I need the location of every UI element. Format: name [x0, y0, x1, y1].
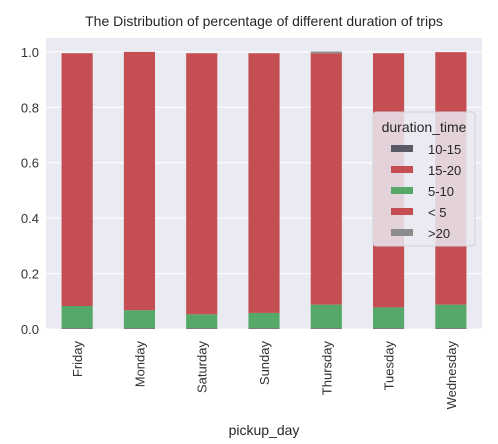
legend-swatch [391, 208, 413, 215]
bar-segment-thursday-2 [310, 304, 342, 329]
y-tick-label: 0.4 [21, 211, 39, 226]
bar-segment-thursday-0 [310, 328, 342, 329]
bar-segment-monday-3 [123, 51, 155, 311]
legend: duration_time 10-15 15-20 5-10 < 5 >20 [372, 111, 476, 247]
bar-segment-friday-2 [61, 305, 93, 329]
x-tick-label: Wednesday [444, 341, 459, 410]
bar-segment-sunday-2 [248, 312, 280, 329]
bar-segment-tuesday-0 [373, 328, 405, 329]
y-tick-label: 0.8 [21, 100, 39, 115]
legend-swatch [391, 187, 413, 194]
legend-label: < 5 [428, 205, 446, 220]
legend-label: 5-10 [428, 184, 454, 199]
bar-segment-thursday-4 [310, 51, 342, 54]
x-tick-label: Tuesday [382, 341, 397, 391]
bar-segment-tuesday-2 [373, 307, 405, 329]
y-tick-label: 0.0 [21, 322, 39, 337]
y-tick-label: 0.6 [21, 156, 39, 171]
x-tick-label: Monday [132, 341, 147, 388]
bar-segment-saturday-2 [186, 314, 218, 329]
bar-segment-sunday-3 [248, 53, 280, 313]
bar-segment-friday-3 [61, 53, 93, 306]
x-axis-label: pickup_day [229, 422, 300, 438]
bar-segment-sunday-0 [248, 328, 280, 329]
bar-segment-saturday-0 [186, 328, 218, 329]
bar-segment-monday-0 [123, 328, 155, 329]
y-axis-ticks: 0.0 0.2 0.4 0.6 0.8 1.0 [21, 45, 39, 337]
bar-segment-thursday-3 [310, 53, 342, 305]
bar-segment-wednesday-2 [435, 304, 467, 329]
bar-segment-friday-0 [61, 328, 93, 329]
x-tick-label: Sunday [257, 341, 272, 386]
x-tick-label: Thursday [319, 341, 334, 396]
x-tick-label: Friday [70, 341, 85, 378]
bar-segment-wednesday-0 [435, 328, 467, 329]
y-tick-label: 0.2 [21, 267, 39, 282]
x-tick-label: Saturday [195, 341, 210, 394]
bar-segment-saturday-3 [186, 53, 218, 315]
legend-swatch [391, 229, 413, 236]
legend-label: 15-20 [428, 163, 461, 178]
y-tick-label: 1.0 [21, 45, 39, 60]
legend-label: 10-15 [428, 142, 461, 157]
bar-segment-monday-2 [123, 310, 155, 329]
legend-swatch [391, 166, 413, 173]
legend-title: duration_time [382, 119, 467, 135]
legend-label: >20 [428, 226, 450, 241]
chart-title: The Distribution of percentage of differ… [85, 13, 443, 29]
legend-swatch [391, 145, 413, 152]
x-axis-ticks: Friday Monday Saturday Sunday Thursday Tuesda… [70, 341, 459, 410]
